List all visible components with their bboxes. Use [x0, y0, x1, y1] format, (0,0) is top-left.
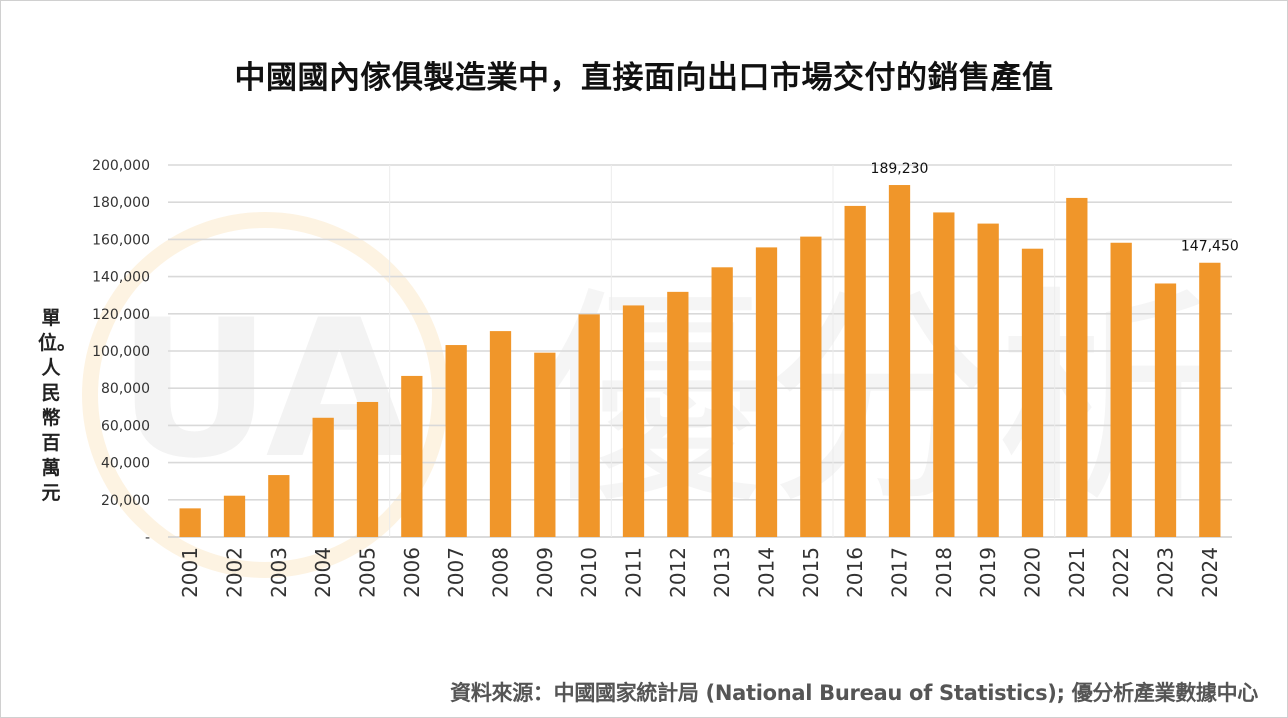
x-tick-label: 2005	[356, 547, 380, 598]
x-tick-label: 2021	[1065, 547, 1089, 598]
source-note: 資料來源：中國國家統計局 (National Bureau of Statist…	[450, 681, 1258, 705]
x-tick-label: 2007	[444, 547, 468, 598]
y-tick-label: -	[145, 530, 150, 546]
gridlines	[168, 164, 1232, 538]
watermark: UA 優分析	[82, 212, 1225, 578]
bar-2012	[667, 291, 689, 537]
x-tick-label: 2017	[888, 547, 912, 598]
bar-2020	[1021, 248, 1044, 537]
x-tick-label: 2024	[1198, 547, 1222, 598]
bar-2018	[933, 212, 955, 537]
x-tick-label: 2012	[666, 547, 690, 598]
bar-2022	[1110, 242, 1132, 538]
x-tick-label: 2019	[976, 547, 1000, 598]
bar-2006	[401, 375, 423, 537]
bar-2015	[800, 236, 822, 538]
bar-2019	[977, 223, 999, 537]
watermark-logo-ring	[82, 212, 448, 578]
bars	[179, 185, 1221, 538]
bar-2016	[844, 205, 866, 538]
y-tick-label: 200,000	[92, 158, 150, 174]
x-tick-label: 2023	[1154, 547, 1178, 598]
y-tick-label: 140,000	[92, 270, 150, 286]
bar-2010	[578, 314, 600, 537]
watermark-brand-text: 優分析	[535, 268, 1225, 535]
bar-2004	[312, 417, 334, 537]
bar-2001	[179, 508, 201, 537]
x-tick-label: 2002	[223, 547, 247, 598]
y-tick-label: 40,000	[101, 456, 150, 472]
y-tick-label: 60,000	[101, 418, 150, 434]
bar-2014	[755, 247, 778, 537]
x-tick-label: 2001	[178, 547, 202, 598]
x-tick-label: 2010	[577, 547, 601, 598]
bar-2009	[534, 352, 556, 537]
bar-2021	[1066, 197, 1088, 537]
y-tick-label: 180,000	[92, 195, 150, 211]
x-tick-label: 2006	[400, 547, 424, 598]
x-tick-label: 2004	[311, 547, 335, 598]
bar-2011	[622, 305, 645, 537]
x-tick-label: 2020	[1021, 547, 1045, 598]
y-tick-label: 80,000	[101, 381, 150, 397]
data-label-2017: 189,230	[871, 161, 929, 177]
bar-2003	[268, 475, 290, 537]
data-label-2024: 147,450	[1181, 239, 1239, 255]
bar-2023	[1154, 283, 1177, 537]
x-tick-label: 2008	[489, 547, 513, 598]
bar-2008	[489, 331, 512, 537]
x-axis-ticks: 2001 2002 2003 2004 2005 2006 2007 2008 2009 2010…	[178, 547, 1222, 598]
bar-2007	[445, 345, 467, 537]
y-tick-label: 160,000	[92, 232, 150, 248]
bar-2017	[888, 185, 911, 537]
x-tick-label: 2022	[1109, 547, 1133, 598]
x-tick-label: 2018	[932, 547, 956, 598]
chart-title: 中國國內傢俱製造業中，直接面向出口市場交付的銷售產值	[234, 60, 1054, 96]
x-tick-label: 2011	[622, 547, 646, 598]
x-tick-label: 2015	[799, 547, 823, 598]
bar-2002	[223, 495, 246, 537]
bar-2024	[1199, 262, 1221, 537]
y-tick-label: 100,000	[92, 344, 150, 360]
x-tick-label: 2009	[533, 547, 557, 598]
y-tick-label: 20,000	[101, 493, 150, 509]
x-tick-label: 2013	[710, 547, 734, 598]
x-tick-label: 2014	[755, 547, 779, 598]
bar-2013	[711, 267, 733, 537]
data-labels: 189,230 147,450	[871, 161, 1239, 255]
y-tick-label: 120,000	[92, 307, 150, 323]
bar-2005	[356, 401, 379, 537]
y-axis-ticks: - 20,000 40,000 60,000 80,000 100,000 120,000 1…	[92, 158, 150, 546]
x-tick-label: 2016	[843, 547, 867, 598]
x-tick-label: 2003	[267, 547, 291, 598]
